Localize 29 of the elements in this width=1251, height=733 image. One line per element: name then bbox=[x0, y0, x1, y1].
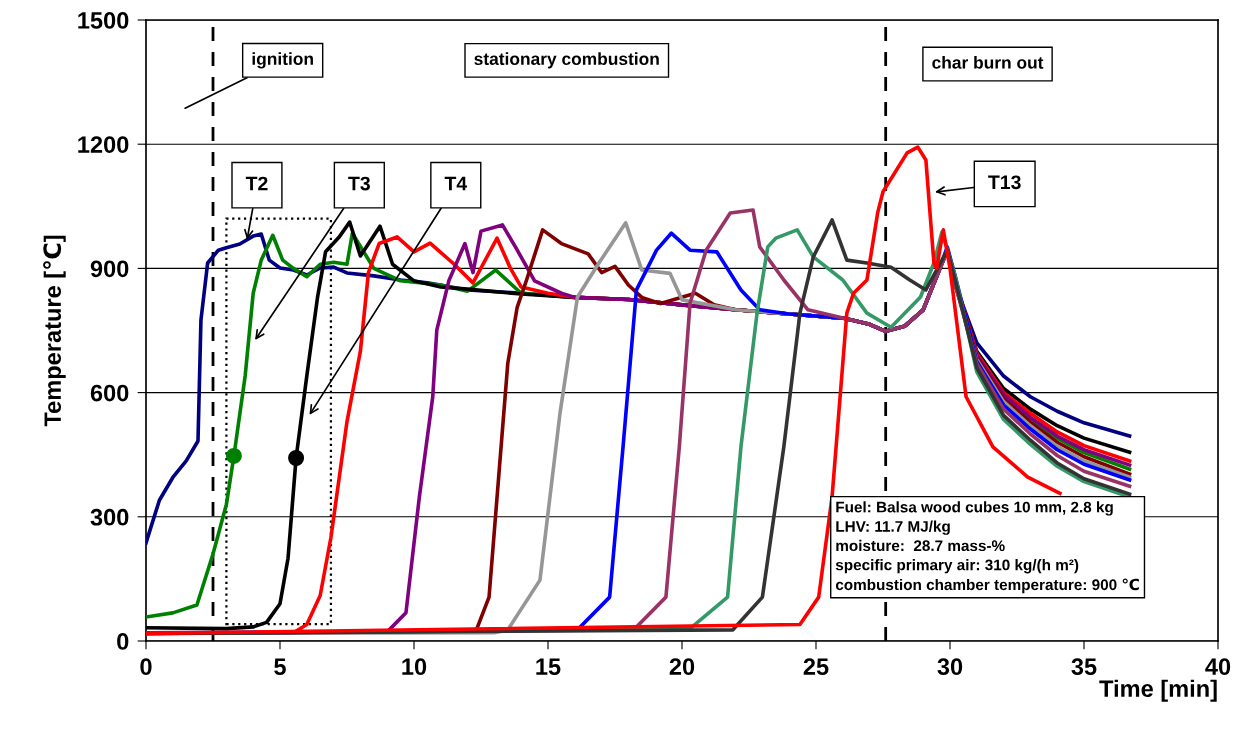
x-axis-title: Time [min] bbox=[1099, 679, 1217, 702]
y-tick-label: 900 bbox=[90, 260, 129, 278]
x-tick-label: 0 bbox=[140, 658, 152, 676]
annotation: char burn out bbox=[932, 56, 1044, 69]
y-tick-label: 1500 bbox=[78, 12, 129, 29]
annotation: T3 bbox=[348, 176, 370, 191]
x-tick-label: 35 bbox=[1071, 658, 1097, 676]
y-tick-label: 300 bbox=[90, 508, 129, 526]
x-tick-label: 25 bbox=[803, 658, 829, 676]
annotation: T2 bbox=[245, 176, 268, 191]
y-tick-label: 1200 bbox=[78, 136, 129, 153]
annotation: Fuel: Balsa wood cubes 10 mm, 2.8 kg bbox=[836, 501, 1113, 516]
x-tick-label: 30 bbox=[937, 658, 963, 676]
annotation: LHV: 11.7 MJ/kg bbox=[836, 520, 950, 535]
annotation: stationary combustion bbox=[474, 52, 659, 69]
annotation: moisture: 28.7 mass-% bbox=[836, 539, 1005, 552]
y-tick-label: 600 bbox=[90, 384, 129, 402]
x-tick-label: 40 bbox=[1205, 658, 1231, 676]
x-tick-label: 15 bbox=[536, 658, 561, 676]
annotation: specific primary air: 310 kg/(h m²) bbox=[835, 559, 1079, 574]
x-tick-label: 10 bbox=[402, 658, 427, 676]
annotation: combustion chamber temperature: 900 ℃ bbox=[835, 578, 1139, 594]
annotation: T13 bbox=[988, 175, 1021, 190]
x-tick-label: 20 bbox=[669, 658, 695, 676]
annotation: ignition bbox=[252, 52, 313, 69]
x-tick-label: 5 bbox=[274, 658, 286, 676]
y-tick-label: 0 bbox=[117, 633, 129, 650]
annotation: T4 bbox=[444, 176, 468, 191]
y-axis-title: Temperature [℃] bbox=[43, 235, 66, 427]
